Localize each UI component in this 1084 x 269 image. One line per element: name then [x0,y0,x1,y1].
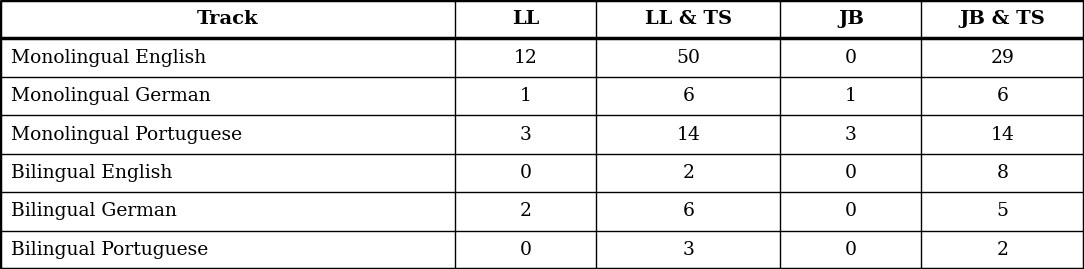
Text: 29: 29 [991,49,1015,67]
Text: 2: 2 [682,164,695,182]
Text: Monolingual Portuguese: Monolingual Portuguese [11,126,242,143]
Text: 2: 2 [519,202,532,220]
Text: 5: 5 [996,202,1009,220]
Text: 14: 14 [991,126,1015,143]
Text: Bilingual English: Bilingual English [11,164,172,182]
Text: 14: 14 [676,126,700,143]
Text: 6: 6 [997,87,1008,105]
Text: 6: 6 [683,87,694,105]
Text: 12: 12 [514,49,538,67]
Text: 2: 2 [996,241,1009,259]
Text: 50: 50 [676,49,700,67]
Text: 1: 1 [846,87,856,105]
Text: 6: 6 [683,202,694,220]
Text: 3: 3 [683,241,694,259]
Text: Bilingual German: Bilingual German [11,202,177,220]
Text: Monolingual German: Monolingual German [11,87,210,105]
Text: Bilingual Portuguese: Bilingual Portuguese [11,241,208,259]
Text: 8: 8 [996,164,1009,182]
Text: JB: JB [838,10,864,28]
Text: LL & TS: LL & TS [645,10,732,28]
Text: 3: 3 [520,126,531,143]
Text: 0: 0 [844,49,857,67]
Text: 3: 3 [846,126,856,143]
Text: Track: Track [197,10,258,28]
Text: 0: 0 [519,164,532,182]
Text: 0: 0 [844,241,857,259]
Text: 0: 0 [844,202,857,220]
Text: 0: 0 [519,241,532,259]
Text: 1: 1 [520,87,531,105]
Text: Monolingual English: Monolingual English [11,49,206,67]
Text: 0: 0 [844,164,857,182]
Text: LL: LL [512,10,540,28]
Text: JB & TS: JB & TS [959,10,1046,28]
